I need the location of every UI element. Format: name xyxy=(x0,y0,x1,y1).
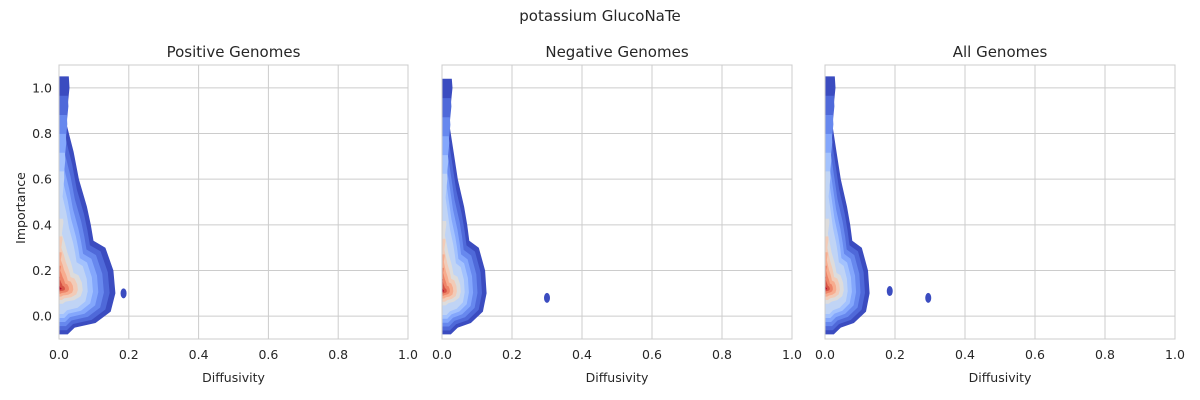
panel-title: Negative Genomes xyxy=(545,43,688,61)
y-tick-label: 0.4 xyxy=(32,217,52,232)
axes-frame xyxy=(824,64,1176,340)
density-contours xyxy=(442,78,550,335)
plot-area: 0.0 0.2 0.4 0.6 0.8 1.0 xyxy=(432,64,802,362)
y-tick-label: 0.6 xyxy=(32,172,52,187)
plot-area: 0.0 0.2 0.4 0.6 0.8 1.0 xyxy=(815,64,1185,362)
density-contours xyxy=(825,76,932,335)
density-level xyxy=(825,276,830,292)
x-tick-label: 1.0 xyxy=(1165,347,1185,362)
panel-title: Positive Genomes xyxy=(167,43,301,61)
density-level xyxy=(59,276,65,292)
y-tick-label: 0.0 xyxy=(32,309,52,324)
x-tick-label: 0.8 xyxy=(328,347,348,362)
x-axis-label: Diffusivity xyxy=(969,370,1032,385)
x-tick-label: 1.0 xyxy=(398,347,418,362)
y-tick-label: 1.0 xyxy=(32,80,52,95)
y-tick-label: 0.2 xyxy=(32,263,52,278)
x-tick-label: 0.2 xyxy=(119,347,139,362)
x-tick-label: 0.8 xyxy=(1095,347,1115,362)
x-tick-label: 0.6 xyxy=(1025,347,1045,362)
x-tick-label: 0.0 xyxy=(815,347,835,362)
x-tick-label: 0.0 xyxy=(432,347,452,362)
x-axis-label: Diffusivity xyxy=(202,370,265,385)
x-tick-label: 1.0 xyxy=(782,347,802,362)
x-tick-label: 0.6 xyxy=(642,347,662,362)
x-tick-label: 0.2 xyxy=(502,347,522,362)
panel-title: All Genomes xyxy=(953,43,1048,61)
density-island xyxy=(120,288,127,299)
figure-suptitle: potassium GlucoNaTe xyxy=(519,7,680,25)
y-tick-label: 0.8 xyxy=(32,126,52,141)
panel-all: All Genomes 0.0 0.2 0.4 0.6 0.8 1.0 Diffusivi… xyxy=(815,43,1185,385)
x-tick-label: 0.8 xyxy=(712,347,732,362)
x-tick-label: 0.4 xyxy=(572,347,592,362)
density-level xyxy=(59,284,62,290)
axes-frame xyxy=(58,64,409,340)
x-tick-label: 0.2 xyxy=(885,347,905,362)
x-tick-label: 0.0 xyxy=(49,347,69,362)
density-level xyxy=(442,279,447,294)
plot-area: 0.0 0.2 0.4 0.6 0.8 1.0 0.0 0.2 0.4 0.6 0.8 1.0 xyxy=(32,64,418,362)
axes-frame xyxy=(441,64,793,340)
density-island xyxy=(544,292,550,303)
panel-negative: Negative Genomes 0.0 0.2 0.4 0.6 0.8 1.0 Diff… xyxy=(432,43,802,385)
x-tick-label: 0.4 xyxy=(189,347,209,362)
x-tick-label: 0.4 xyxy=(955,347,975,362)
panel-positive: Positive Genomes 0.0 0.2 0.4 0.6 0.8 1.00.00.… xyxy=(13,43,418,385)
x-axis-label: Diffusivity xyxy=(586,370,649,385)
density-island xyxy=(925,292,932,303)
density-island xyxy=(886,286,893,297)
density-contours xyxy=(59,76,127,335)
y-axis-label: Importance xyxy=(13,172,28,244)
x-tick-label: 0.6 xyxy=(258,347,278,362)
